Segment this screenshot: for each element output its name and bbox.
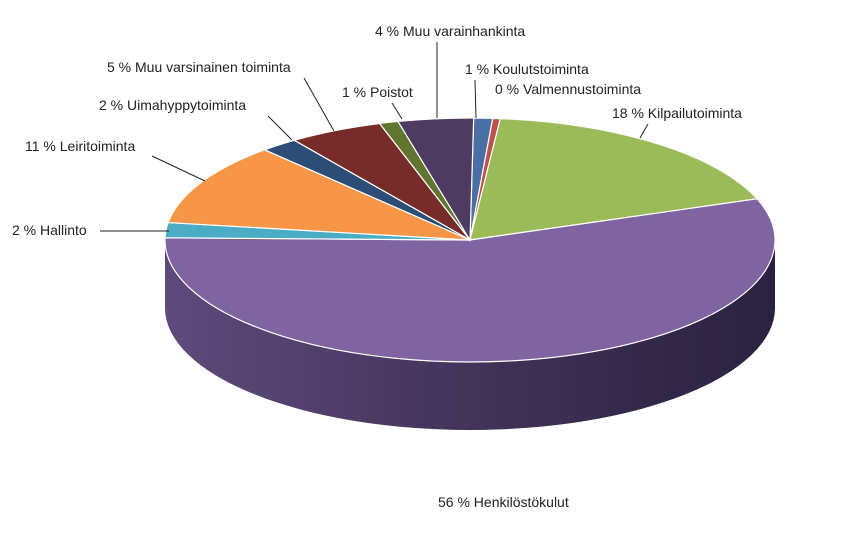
pie-slice-muu-varainhankinta xyxy=(396,117,475,243)
pie-slice-leiritoiminta xyxy=(167,149,471,241)
slice-label-poistot: 1 % Poistot xyxy=(342,84,413,100)
leader-line-poistot xyxy=(391,102,403,120)
slice-label-hallinto: 2 % Hallinto xyxy=(12,222,87,238)
slice-label-uimahyppytoiminta: 2 % Uimahyppytoiminta xyxy=(99,97,246,113)
leader-line-uimahyppytoiminta xyxy=(267,115,293,141)
leader-line-kilpailutoiminta xyxy=(639,123,649,139)
slice-label-muu-varainhankinta: 4 % Muu varainhankinta xyxy=(375,23,525,39)
slice-label-valmennustoiminta: 0 % Valmennustoiminta xyxy=(495,81,641,97)
pie-slice-kilpailutoiminta xyxy=(469,117,759,241)
slice-label-kilpailutoiminta: 18 % Kilpailutoiminta xyxy=(612,105,742,121)
leader-line-koulutstoiminta xyxy=(474,79,477,119)
slice-label-muu-varsinainen-toiminta: 5 % Muu varsinainen toiminta xyxy=(107,59,291,75)
slice-label-koulutstoiminta: 1 % Koulutstoiminta xyxy=(465,61,589,77)
pie-side-henkilostokulut xyxy=(165,240,775,430)
pie-slice-henkilostokulut xyxy=(164,198,776,363)
leader-line-leiritoiminta xyxy=(151,155,206,182)
leader-line-muu-varsinainen-toiminta xyxy=(303,77,335,132)
slice-label-henkilostokulut: 56 % Henkilöstökulut xyxy=(438,494,569,510)
slice-label-leiritoiminta: 11 % Leiritoiminta xyxy=(25,138,135,154)
